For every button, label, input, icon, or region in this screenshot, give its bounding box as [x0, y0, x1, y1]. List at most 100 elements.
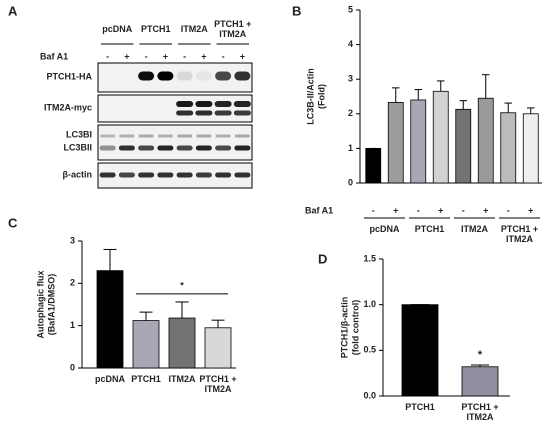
blot-band — [99, 172, 116, 178]
blot-band — [177, 134, 193, 138]
group-label: PTCH1 + ITM2A — [500, 224, 539, 244]
sign: - — [183, 51, 186, 61]
y-tick-label: 1.0 — [363, 299, 376, 309]
group-label: PTCH1 — [414, 224, 445, 234]
blot-band — [195, 145, 212, 151]
blot-band — [233, 110, 251, 116]
blot-band — [214, 110, 232, 116]
blot-group-label: pcDNA — [102, 24, 133, 34]
sign: + — [163, 51, 168, 61]
sign: - — [222, 51, 225, 61]
blot-band — [234, 172, 251, 178]
treatment-label: Baf A1 — [40, 51, 68, 61]
y-axis-label: (BafA1/DMSO) — [46, 274, 56, 336]
blot-box — [97, 94, 253, 123]
bar — [132, 320, 160, 369]
annotation: * — [180, 280, 184, 290]
x-tick-label: PTCH1 + ITM2A — [461, 402, 499, 422]
blot-row-label: LC3BII — [63, 142, 92, 152]
x-tick-label: - — [507, 205, 510, 215]
bar — [401, 304, 439, 397]
blot-group-label: ITM2A — [180, 24, 208, 34]
blot-band — [100, 134, 116, 138]
treatment-label: Baf A1 — [305, 205, 333, 215]
sign: - — [145, 51, 148, 61]
x-tick-label: + — [483, 205, 488, 215]
blot-band — [138, 172, 155, 178]
panel-label: A — [8, 3, 18, 18]
y-tick-label: 2 — [348, 108, 353, 118]
y-tick-label: 0 — [70, 362, 75, 372]
blot-band — [157, 134, 173, 138]
bar — [204, 327, 232, 369]
y-tick-label: 1 — [348, 143, 353, 153]
bar — [461, 366, 499, 397]
sign: + — [124, 51, 129, 61]
y-axis-label: (fold control) — [350, 300, 360, 356]
y-tick-label: 3 — [348, 74, 353, 84]
bar — [96, 270, 124, 369]
blot-band — [176, 71, 193, 81]
panel-label: D — [318, 251, 327, 266]
blot-band — [118, 172, 135, 178]
blot-band — [176, 101, 194, 107]
sign: + — [201, 51, 206, 61]
x-tick-label: PTCH1 — [405, 402, 435, 412]
blot-band — [195, 110, 213, 116]
bar — [477, 97, 494, 184]
y-tick-label: 0.5 — [363, 345, 376, 355]
blot-band — [157, 172, 174, 178]
x-tick-label: PTCH1 — [131, 374, 161, 384]
bar — [387, 101, 404, 184]
bar — [168, 317, 196, 369]
y-axis-label: Autophagic flux — [35, 271, 45, 339]
blot-band — [215, 172, 232, 178]
x-tick-label: - — [417, 205, 420, 215]
y-tick-label: 0.0 — [363, 390, 376, 400]
blot-box — [97, 124, 253, 161]
blot-band — [157, 71, 174, 81]
blot-band — [138, 71, 155, 81]
blot-band — [215, 71, 232, 81]
x-tick-label: ITM2A — [168, 374, 196, 384]
blot-band — [176, 145, 193, 151]
bar — [432, 90, 449, 184]
blot-band — [176, 172, 193, 178]
y-tick-label: 3 — [70, 235, 75, 245]
blot-band — [99, 145, 116, 151]
group-label: pcDNA — [369, 224, 400, 234]
blot-band — [233, 101, 251, 107]
blot-band — [234, 134, 250, 138]
blot-band — [215, 134, 231, 138]
blot-band — [196, 134, 212, 138]
x-tick-label: - — [462, 205, 465, 215]
blot-band — [195, 71, 212, 81]
blot-band — [118, 145, 135, 151]
blot-row-label: β-actin — [63, 169, 93, 179]
blot-group-label: PTCH1 — [140, 24, 171, 34]
y-tick-label: 5 — [348, 4, 353, 14]
y-tick-label: 4 — [348, 39, 353, 49]
blot-band — [157, 145, 174, 151]
bar — [500, 112, 517, 184]
y-tick-label: 1 — [70, 320, 75, 330]
blot-band — [119, 134, 135, 138]
sign: + — [240, 51, 245, 61]
x-tick-label: pcDNA — [94, 374, 125, 384]
panel-label: C — [8, 215, 18, 230]
blot-row-label: LC3BI — [66, 129, 92, 139]
y-axis-label: PTCH1/β-actin — [339, 297, 349, 359]
y-tick-label: 1.5 — [363, 253, 376, 263]
annotation: * — [478, 349, 483, 361]
bar — [365, 147, 382, 184]
blot-band — [195, 172, 212, 178]
x-tick-label: - — [372, 205, 375, 215]
blot-band — [176, 110, 194, 116]
bar — [410, 99, 427, 184]
blot-band — [138, 134, 154, 138]
x-tick-label: + — [528, 205, 533, 215]
y-tick-label: 2 — [70, 278, 75, 288]
x-tick-label: + — [393, 205, 398, 215]
